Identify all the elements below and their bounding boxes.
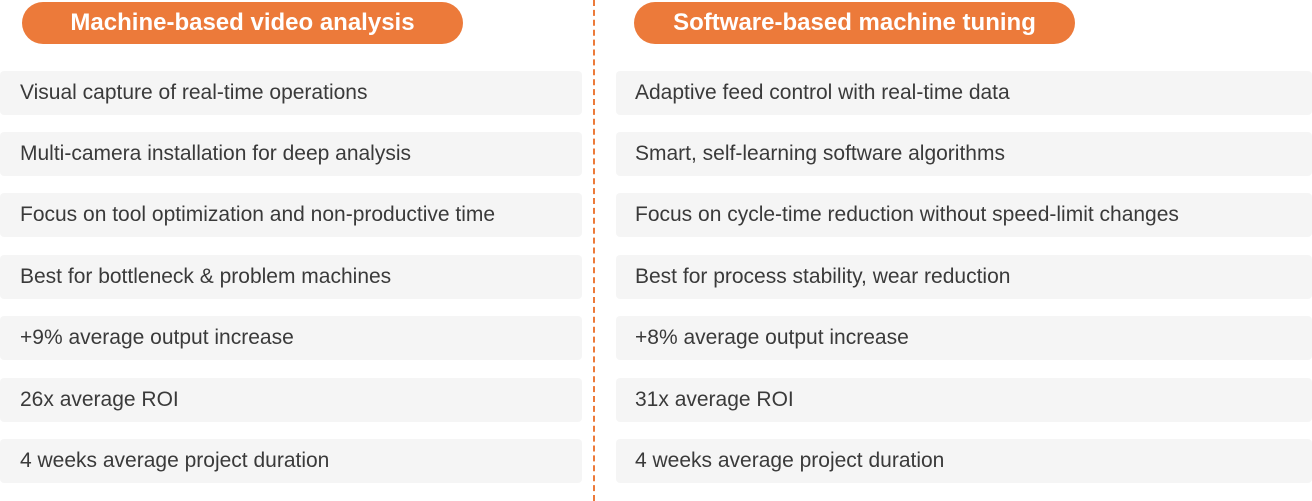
left-item-output-increase: +9% average output increase <box>0 316 582 360</box>
right-column-title: Software-based machine tuning <box>634 2 1075 44</box>
right-feature-list: Adaptive feed control with real-time dat… <box>616 71 1312 491</box>
left-item-multi-camera: Multi-camera installation for deep analy… <box>0 132 582 176</box>
left-item-roi: 26x average ROI <box>0 378 582 422</box>
right-item-roi: 31x average ROI <box>616 378 1312 422</box>
right-item-focus: Focus on cycle-time reduction without sp… <box>616 193 1312 237</box>
left-item-realtime-capture: Visual capture of real-time operations <box>0 71 582 115</box>
right-item-duration: 4 weeks average project duration <box>616 439 1312 483</box>
right-item-best-for: Best for process stability, wear reducti… <box>616 255 1312 299</box>
right-item-algorithms: Smart, self-learning software algorithms <box>616 132 1312 176</box>
left-feature-list: Visual capture of real-time operations M… <box>0 71 582 491</box>
left-item-focus: Focus on tool optimization and non-produ… <box>0 193 582 237</box>
right-item-adaptive-feed: Adaptive feed control with real-time dat… <box>616 71 1312 115</box>
right-item-output-increase: +8% average output increase <box>616 316 1312 360</box>
left-column-title: Machine-based video analysis <box>22 2 463 44</box>
left-item-best-for: Best for bottleneck & problem machines <box>0 255 582 299</box>
left-item-duration: 4 weeks average project duration <box>0 439 582 483</box>
column-divider <box>593 0 595 501</box>
